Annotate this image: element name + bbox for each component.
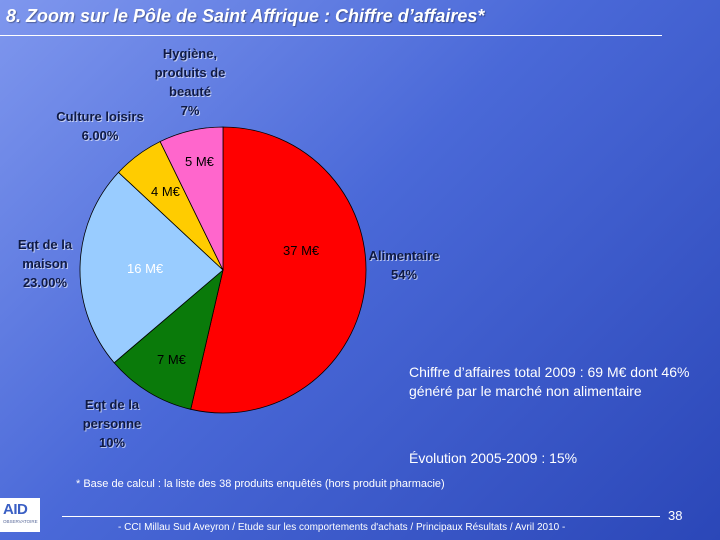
logo-subtext: OBSERVATOIRE <box>3 519 38 524</box>
value-hygiene: 5 M€ <box>185 154 214 169</box>
pie-slice-alimentaire <box>190 126 367 414</box>
label-hygiene: Hygiène, produits de beauté 7% <box>140 44 240 120</box>
label-culture: Culture loisirs 6.00% <box>40 107 160 145</box>
label-hygiene-line2: produits de <box>154 65 226 80</box>
label-maison-percent: 23.00% <box>22 275 68 290</box>
value-culture: 4 M€ <box>151 184 180 199</box>
value-maison: 16 M€ <box>127 261 164 276</box>
evolution-text: Évolution 2005-2009 : 15% <box>409 450 578 466</box>
label-alimentaire-percent: 54% <box>390 267 418 282</box>
value-alimentaire: 37 M€ <box>283 243 320 258</box>
label-alimentaire: Alimentaire 54% <box>350 246 458 284</box>
title-divider <box>0 35 662 36</box>
pie-slice-hygiene-produits-de-beaute <box>159 126 224 271</box>
label-personne-percent: 10% <box>98 435 126 450</box>
label-culture-line1: Culture loisirs <box>56 109 144 124</box>
label-hygiene-percent: 7% <box>180 103 200 118</box>
label-maison: Eqt de la maison 23.00% <box>2 235 88 292</box>
label-alimentaire-line1: Alimentaire <box>368 248 440 263</box>
pie-slice-eqt-de-la-personne <box>113 268 224 410</box>
label-hygiene-line1: Hygiène, <box>162 46 218 61</box>
logo-text: AID <box>3 501 28 518</box>
footnote: * Base de calcul : la liste des 38 produ… <box>76 478 445 490</box>
footer-source: - CCI Millau Sud Aveyron / Etude sur les… <box>118 522 566 533</box>
label-culture-percent: 6.00% <box>81 128 119 143</box>
pie-slice-eqt-de-la-maison <box>79 171 224 364</box>
footer-divider <box>62 516 660 517</box>
label-maison-line1: Eqt de la <box>17 237 73 252</box>
aid-logo: AID OBSERVATOIRE <box>0 498 40 532</box>
page-number: 38 <box>668 508 683 523</box>
label-hygiene-line3: beauté <box>169 84 211 99</box>
page-title: 8. Zoom sur le Pôle de Saint Affrique : … <box>6 6 485 26</box>
label-maison-line2: maison <box>22 256 68 271</box>
label-personne-line2: personne <box>82 416 142 431</box>
total-revenue-text: Chiffre d’affaires total 2009 : 69 M€ do… <box>409 364 690 399</box>
label-personne-line1: Eqt de la <box>84 397 140 412</box>
value-personne: 7 M€ <box>157 352 186 367</box>
label-personne: Eqt de la personne 10% <box>62 395 162 452</box>
